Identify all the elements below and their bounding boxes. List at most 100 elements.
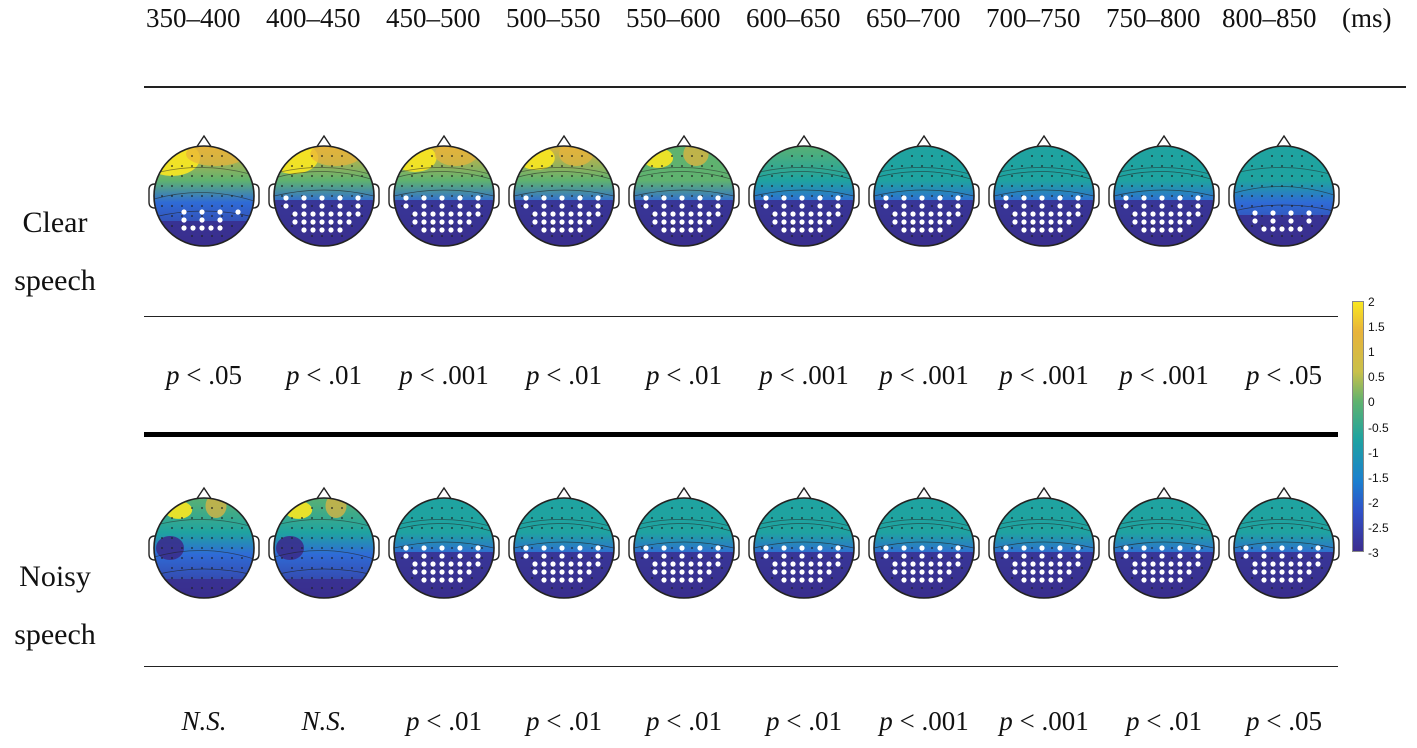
p-symbol: p <box>166 360 180 390</box>
colorbar-tick: -1 <box>1368 445 1379 460</box>
row-label-line: speech <box>14 618 96 651</box>
topomap-clear-6 <box>866 132 982 254</box>
time-window-label: 550–600 <box>626 3 721 33</box>
time-window-label: 650–700 <box>866 3 961 33</box>
p-value: p < .001 <box>386 360 502 391</box>
p-symbol: p <box>879 360 893 390</box>
time-window-label: 750–800 <box>1106 3 1201 33</box>
not-significant-label: N.S. <box>181 706 227 736</box>
p-value: p < .001 <box>1106 360 1222 391</box>
time-window-label: 600–650 <box>746 3 841 33</box>
topomap-noisy-9 <box>1226 484 1342 606</box>
topomap-clear-9 <box>1226 132 1342 254</box>
topomap-clear-1 <box>266 132 382 254</box>
p-threshold: < .001 <box>892 360 969 390</box>
p-value: p < .001 <box>746 360 862 391</box>
colorbar-tick: -1.5 <box>1368 470 1389 485</box>
p-symbol: p <box>759 360 773 390</box>
unit-label: (ms) <box>1342 3 1392 33</box>
topomap-noisy-0 <box>146 484 262 606</box>
p-threshold: < .01 <box>539 360 602 390</box>
p-value: p < .05 <box>1226 360 1342 391</box>
p-symbol: p <box>999 706 1013 736</box>
topomap-clear-5 <box>746 132 862 254</box>
colorbar-tick: 0.5 <box>1368 370 1385 385</box>
p-value: p < .001 <box>866 360 982 391</box>
row-label-line: speech <box>14 264 96 297</box>
time-window-label: 450–500 <box>386 3 481 33</box>
row-label-clear: Clear speech <box>0 194 110 310</box>
p-value: p < .01 <box>266 360 382 391</box>
topomap-clear-4 <box>626 132 742 254</box>
p-symbol: p <box>406 706 420 736</box>
topomap-noisy-7 <box>986 484 1102 606</box>
p-value: p < .05 <box>146 360 262 391</box>
row-label-line: Clear <box>22 206 88 239</box>
colorbar-tick: -2.5 <box>1368 520 1389 535</box>
p-threshold: < .05 <box>179 360 242 390</box>
p-threshold: < .01 <box>539 706 602 736</box>
topomap-clear-2 <box>386 132 502 254</box>
row-label-line: Noisy <box>19 560 91 593</box>
topomap-noisy-4 <box>626 484 742 606</box>
p-threshold: < .001 <box>1012 706 1089 736</box>
topomap-noisy-8 <box>1106 484 1222 606</box>
topomap-clear-3 <box>506 132 622 254</box>
p-symbol: p <box>1126 706 1140 736</box>
p-symbol: p <box>646 360 660 390</box>
topomap-noisy-5 <box>746 484 862 606</box>
p-threshold: < .001 <box>412 360 489 390</box>
p-threshold: < .05 <box>1259 706 1322 736</box>
p-value: p < .001 <box>866 706 982 737</box>
p-value: N.S. <box>146 706 262 737</box>
p-threshold: < .05 <box>1259 360 1322 390</box>
p-value: p < .01 <box>506 360 622 391</box>
time-window-label: 700–750 <box>986 3 1081 33</box>
p-threshold: < .001 <box>892 706 969 736</box>
colorbar <box>1352 301 1364 552</box>
colorbar-tick: -3 <box>1368 546 1379 560</box>
p-symbol: p <box>526 706 540 736</box>
colorbar-tick: 1.5 <box>1368 320 1385 335</box>
colorbar-tick: 1 <box>1368 345 1375 360</box>
time-window-label: 400–450 <box>266 3 361 33</box>
colorbar-tick: -2 <box>1368 495 1379 510</box>
topomap-noisy-6 <box>866 484 982 606</box>
topomap-clear-0 <box>146 132 262 254</box>
section-divider <box>144 432 1338 437</box>
p-value: N.S. <box>266 706 382 737</box>
p-symbol: p <box>1246 706 1260 736</box>
not-significant-label: N.S. <box>301 706 347 736</box>
row-label-noisy: Noisy speech <box>0 548 110 664</box>
topomap-noisy-2 <box>386 484 502 606</box>
colorbar-tick: -0.5 <box>1368 420 1389 435</box>
time-window-label: 800–850 <box>1222 3 1317 33</box>
p-value: p < .01 <box>386 706 502 737</box>
time-window-label: 350–400 <box>146 3 241 33</box>
p-threshold: < .01 <box>659 706 722 736</box>
p-symbol: p <box>1119 360 1133 390</box>
p-symbol: p <box>1246 360 1260 390</box>
p-value: p < .01 <box>626 360 742 391</box>
p-symbol: p <box>766 706 780 736</box>
p-threshold: < .01 <box>419 706 482 736</box>
row-rule <box>144 316 1338 317</box>
time-window-label: 500–550 <box>506 3 601 33</box>
p-symbol: p <box>286 360 300 390</box>
row-rule <box>144 666 1338 667</box>
p-threshold: < .001 <box>1132 360 1209 390</box>
p-symbol: p <box>399 360 413 390</box>
topomap-clear-7 <box>986 132 1102 254</box>
p-symbol: p <box>646 706 660 736</box>
p-value: p < .001 <box>986 360 1102 391</box>
p-value: p < .05 <box>1226 706 1342 737</box>
p-value: p < .01 <box>626 706 742 737</box>
colorbar-tick: 2 <box>1368 295 1375 309</box>
p-threshold: < .01 <box>659 360 722 390</box>
p-threshold: < .001 <box>772 360 849 390</box>
topomap-clear-8 <box>1106 132 1222 254</box>
p-value: p < .01 <box>1106 706 1222 737</box>
p-value: p < .01 <box>746 706 862 737</box>
colorbar-tick: 0 <box>1368 395 1375 410</box>
p-threshold: < .01 <box>1139 706 1202 736</box>
